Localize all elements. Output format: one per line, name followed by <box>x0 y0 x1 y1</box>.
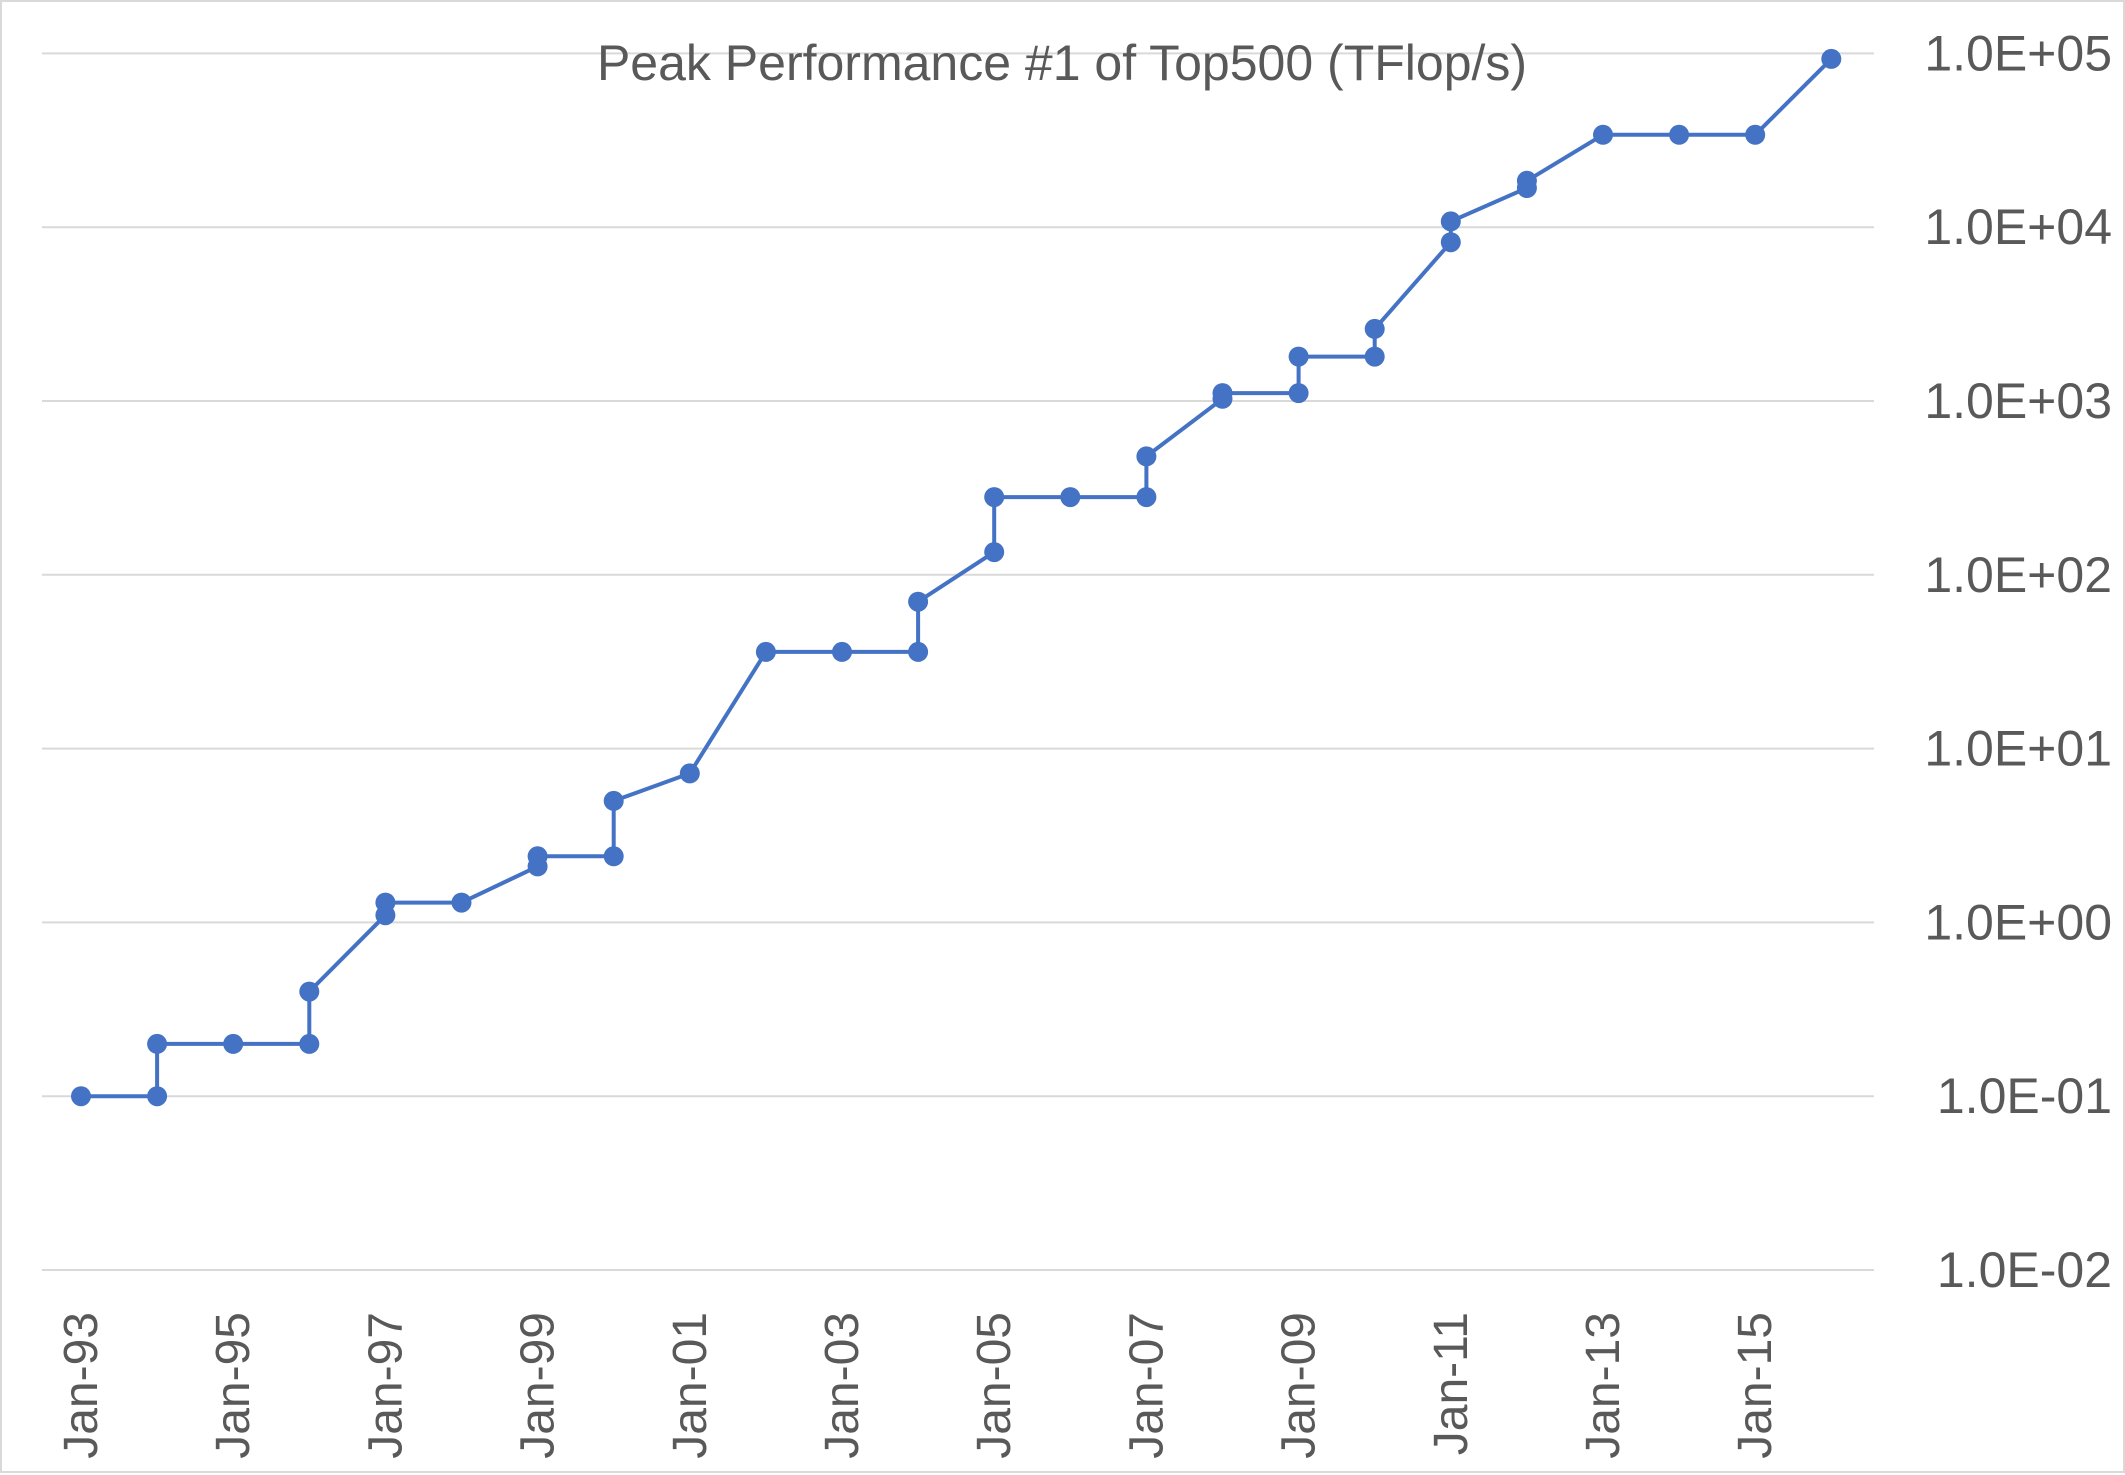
data-point <box>908 591 929 612</box>
data-point <box>984 487 1005 508</box>
data-point <box>147 1033 168 1054</box>
x-tick-label: Jan-11 <box>1425 1312 1478 1455</box>
data-point <box>603 790 624 811</box>
data-point <box>299 1033 320 1054</box>
data-point <box>1440 211 1461 232</box>
x-tick-label: Jan-95 <box>207 1312 260 1459</box>
x-tick-label: Jan-07 <box>1120 1312 1173 1459</box>
data-point <box>1516 170 1537 191</box>
data-point <box>375 892 396 913</box>
y-axis-tick-labels: 1.0E-02 1.0E-01 1.0E+00 1.0E+01 1.0E+02 1.0E+… <box>1924 25 2112 1298</box>
x-axis-tick-labels: Jan-93 Jan-95 Jan-97 Jan-99 Jan-01 Jan-03 Jan-… <box>55 1312 1782 1459</box>
x-tick-label: Jan-03 <box>816 1312 869 1459</box>
x-tick-label: Jan-97 <box>359 1312 412 1459</box>
data-point <box>1288 346 1309 367</box>
data-point <box>1440 232 1461 253</box>
data-point <box>1745 124 1766 145</box>
data-point <box>1669 124 1690 145</box>
data-point <box>223 1033 244 1054</box>
x-tick-label: Jan-09 <box>1273 1312 1326 1459</box>
y-tick-label: 1.0E+05 <box>1924 25 2112 81</box>
x-tick-label: Jan-13 <box>1577 1312 1630 1459</box>
series-line-layer <box>81 57 1833 1099</box>
data-point <box>1136 446 1157 467</box>
data-point <box>984 542 1005 563</box>
y-tick-label: 1.0E+00 <box>1924 894 2112 950</box>
x-tick-label: Jan-99 <box>512 1312 565 1459</box>
data-point <box>1364 346 1385 367</box>
data-point <box>755 641 776 662</box>
data-point <box>1212 383 1233 404</box>
data-point <box>1060 487 1081 508</box>
y-tick-label: 1.0E-01 <box>1937 1068 2112 1124</box>
y-tick-label: 1.0E+02 <box>1924 547 2112 603</box>
y-tick-label: 1.0E+03 <box>1924 373 2112 429</box>
x-tick-label: Jan-01 <box>664 1312 717 1459</box>
data-point <box>451 892 472 913</box>
x-tick-label: Jan-15 <box>1729 1312 1782 1459</box>
data-point <box>1288 383 1309 404</box>
x-tick-label: Jan-93 <box>55 1312 108 1459</box>
data-point <box>1364 318 1385 339</box>
data-point <box>832 641 852 662</box>
data-point <box>908 641 929 662</box>
data-point <box>1136 487 1157 508</box>
data-point <box>1821 48 1842 69</box>
gridlines <box>42 52 1874 1271</box>
data-points <box>71 48 1842 1107</box>
data-point <box>299 981 320 1002</box>
data-point <box>1593 124 1613 145</box>
y-tick-label: 1.0E+01 <box>1924 721 2112 777</box>
data-point <box>71 1086 91 1107</box>
data-point <box>147 1086 168 1107</box>
x-tick-label: Jan-05 <box>968 1312 1021 1459</box>
y-tick-label: 1.0E+04 <box>1924 199 2112 255</box>
data-point <box>679 763 700 784</box>
data-point <box>527 846 548 867</box>
series-line <box>81 57 1833 1099</box>
chart-title: Peak Performance #1 of Top500 (TFlop/s) <box>597 35 1527 91</box>
data-point <box>603 846 624 867</box>
y-tick-label: 1.0E-02 <box>1937 1242 2112 1298</box>
